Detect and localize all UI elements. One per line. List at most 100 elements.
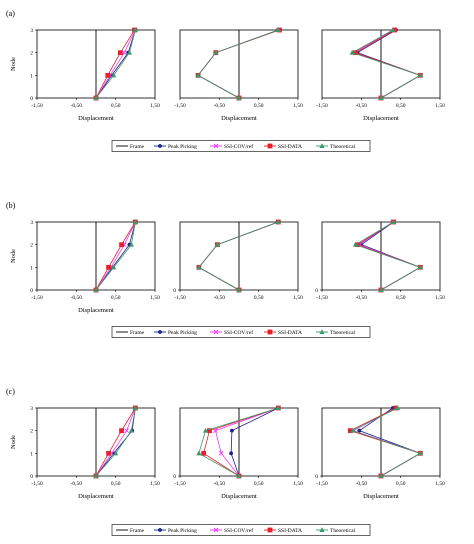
series-theoretical xyxy=(93,27,138,100)
x-tick-label: 0,50 xyxy=(254,295,264,301)
legend-label: Frame xyxy=(130,330,145,336)
point-peak-picking xyxy=(229,451,234,456)
x-axis-title: Displacement xyxy=(363,493,399,500)
chart-panel-1: -1,50 -0,50 0,50 1,50 0 1 2 3 Displacement Node (a… xyxy=(6,9,160,122)
legend-label: Peak Picking xyxy=(168,330,197,336)
legend-swatch-marker xyxy=(158,144,162,148)
point-theoretical xyxy=(390,27,396,32)
point-theoretical xyxy=(352,241,359,247)
point-theoretical xyxy=(132,405,138,410)
y-tick-label: 1 xyxy=(30,73,33,79)
point-theoretical xyxy=(378,95,384,100)
point-ssi-data xyxy=(117,50,123,56)
series-peak-picking xyxy=(196,28,281,100)
legend-item-frame: Frame xyxy=(116,330,145,336)
x-tick-label: -1,50 xyxy=(316,481,328,487)
y-tick-label: 0 xyxy=(315,474,318,480)
legend-label: SSI-COV/ref xyxy=(224,329,253,336)
point-ssi-data xyxy=(119,428,124,434)
x-tick-label: 1,50 xyxy=(150,295,160,301)
point-theoretical xyxy=(196,450,202,456)
series-theoretical xyxy=(352,219,423,292)
panel-label: (a) xyxy=(6,9,15,18)
series-line-theoretical xyxy=(95,407,136,477)
point-theoretical xyxy=(202,427,209,433)
legend-label: Theoretical xyxy=(330,330,356,336)
legend-swatch-marker xyxy=(213,329,219,335)
point-theoretical xyxy=(236,287,242,292)
legend-label: Theoretical xyxy=(330,144,356,150)
legend-box xyxy=(111,326,371,338)
series-line-peak-picking xyxy=(230,407,279,477)
series-ssi-data xyxy=(93,405,138,479)
y-tick-label: 3 xyxy=(30,220,33,226)
point-theoretical xyxy=(350,427,356,433)
x-tick-label: -1,50 xyxy=(316,295,328,301)
y-tick-label: 0 xyxy=(315,288,318,294)
x-tick-label: 1,50 xyxy=(293,295,303,301)
x-tick-label: 1,50 xyxy=(150,481,160,487)
point-theoretical xyxy=(111,264,117,270)
point-theoretical xyxy=(195,72,201,78)
point-theoretical xyxy=(213,49,219,55)
point-theoretical xyxy=(128,427,134,433)
series-line-ssi-data xyxy=(203,407,279,477)
point-theoretical xyxy=(417,450,423,456)
legend-item-theoretical: Theoretical xyxy=(316,527,356,534)
x-tick-label: -0,50 xyxy=(71,481,83,487)
x-axis-title: Displacement xyxy=(221,115,257,122)
x-tick-label: -1,50 xyxy=(31,481,43,487)
legend-item-ssi-cov-ref: SSI-COV/ref xyxy=(210,143,253,150)
point-theoretical xyxy=(126,49,133,55)
legend-item-frame: Frame xyxy=(116,144,145,150)
point-theoretical xyxy=(93,95,99,100)
point-ssi-data xyxy=(355,242,360,248)
series-line-peak-picking xyxy=(358,407,422,477)
series-line-ssi-data xyxy=(354,29,422,99)
point-theoretical xyxy=(196,264,202,270)
panel-label: (c) xyxy=(6,387,15,396)
series-line-theoretical xyxy=(198,407,279,477)
series-line-theoretical xyxy=(197,29,279,99)
series-line-ssi-data xyxy=(95,407,136,477)
series-theoretical xyxy=(349,27,423,100)
point-theoretical xyxy=(275,27,281,32)
legend-box xyxy=(111,524,371,536)
x-tick-label: 0,50 xyxy=(254,103,264,109)
point-theoretical xyxy=(378,287,384,292)
series-ssi-data xyxy=(93,27,137,101)
point-ssi-data xyxy=(119,242,124,248)
series-line-ssi-cov-ref xyxy=(95,221,136,291)
x-tick-label: 0,50 xyxy=(111,481,121,487)
series-theoretical xyxy=(93,405,138,478)
x-tick-label: -0,50 xyxy=(214,103,226,109)
x-tick-label: 1,50 xyxy=(293,103,303,109)
point-theoretical xyxy=(417,264,423,270)
y-tick-label: 0 xyxy=(30,474,33,480)
y-tick-label: 0 xyxy=(30,96,33,102)
point-theoretical xyxy=(417,72,423,78)
point-theoretical xyxy=(111,72,117,78)
y-axis-title: Node xyxy=(10,435,17,449)
series-theoretical xyxy=(196,405,281,478)
legend-3: Frame Peak Picking SSI-COV/ref SSI-DATA Theo… xyxy=(111,524,371,536)
y-tick-label: 2 xyxy=(30,429,33,435)
point-theoretical xyxy=(113,450,119,456)
x-tick-label: 1,50 xyxy=(435,295,445,301)
legend-label: Frame xyxy=(130,144,145,150)
x-tick-label: 1,50 xyxy=(435,481,445,487)
x-tick-label: -0,50 xyxy=(214,295,226,301)
x-tick-label: 0,50 xyxy=(396,103,406,109)
x-axis-title: Displacement xyxy=(78,307,114,314)
x-axis-title: Displacement xyxy=(78,493,114,500)
legend-item-ssi-cov-ref: SSI-COV/ref xyxy=(210,527,253,534)
x-tick-label: 0,50 xyxy=(396,481,406,487)
chart-panel-6: -1,50 -0,50 0,50 1,50 0 xyxy=(315,219,445,301)
legend-item-ssi-data: SSI-DATA xyxy=(264,329,302,336)
x-tick-label: -0,50 xyxy=(356,295,368,301)
panel-label: (b) xyxy=(6,201,16,210)
series-line-ssi-cov-ref xyxy=(95,29,136,99)
x-tick-label: -1,50 xyxy=(31,103,43,109)
y-tick-label: 0 xyxy=(173,474,176,480)
